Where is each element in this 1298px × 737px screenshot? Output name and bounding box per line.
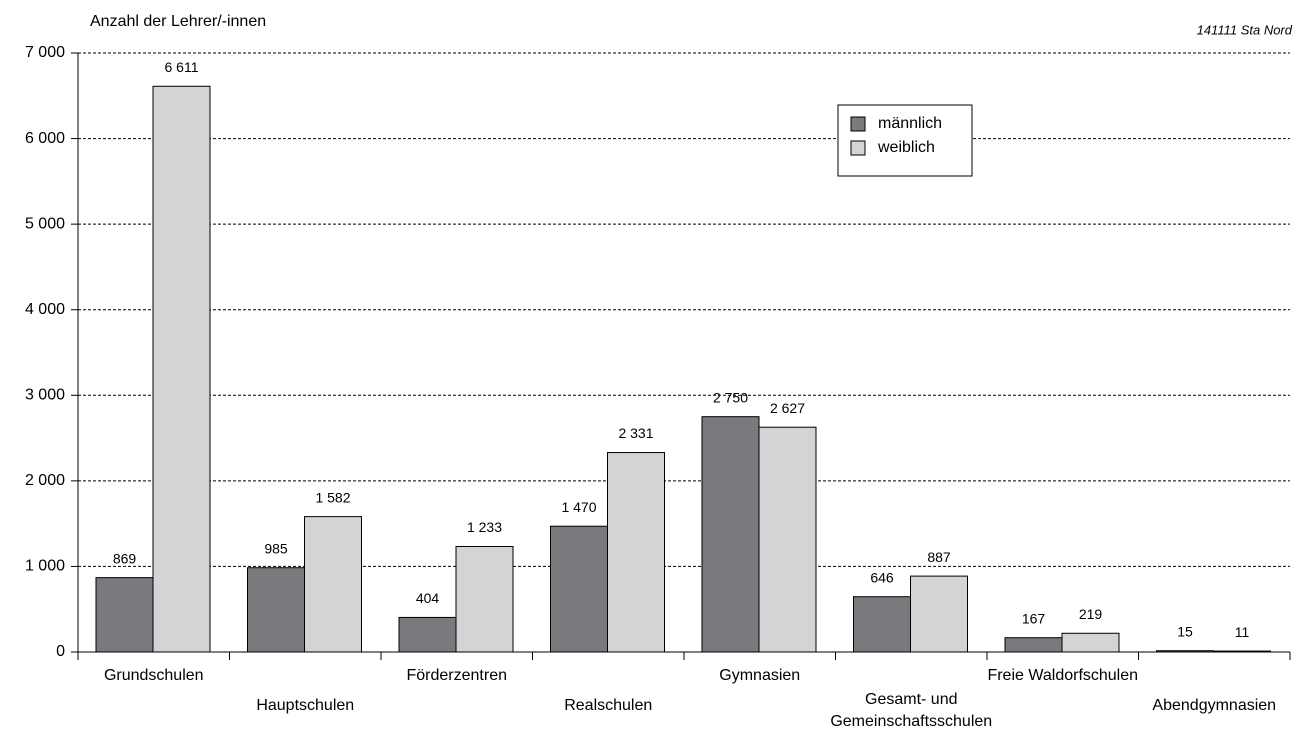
x-tick-label: Hauptschulen bbox=[256, 697, 354, 714]
legend-label: weiblich bbox=[877, 139, 935, 156]
value-label: 2 627 bbox=[770, 400, 805, 416]
y-axis-label: Anzahl der Lehrer/-innen bbox=[90, 13, 266, 30]
x-tick-label: Abendgymnasien bbox=[1152, 697, 1276, 714]
bar bbox=[247, 567, 305, 653]
value-label: 646 bbox=[870, 569, 894, 585]
bar bbox=[1004, 637, 1063, 653]
bar bbox=[550, 525, 608, 653]
source: 141111 Sta Nord bbox=[1197, 22, 1293, 37]
y-tick-label: 3 000 bbox=[25, 387, 65, 404]
value-label: 985 bbox=[264, 540, 288, 556]
x-tick-label: Gymnasien bbox=[719, 667, 800, 684]
y-tick-label: 1 000 bbox=[25, 558, 65, 575]
value-label: 1 233 bbox=[467, 519, 502, 535]
value-label: 2 331 bbox=[618, 425, 653, 441]
x-tick-label: Gesamt- und Gemeinschaftsschulen bbox=[830, 691, 992, 730]
y-tick-label: 7 000 bbox=[25, 44, 65, 61]
bar bbox=[95, 577, 154, 653]
x-tick-label: Freie Waldorfschulen bbox=[987, 667, 1138, 684]
value-label: 1 582 bbox=[315, 489, 350, 505]
value-label: 167 bbox=[1022, 610, 1046, 626]
value-label: 6 611 bbox=[165, 59, 199, 75]
bar bbox=[758, 426, 817, 653]
bar bbox=[304, 516, 362, 653]
value-label: 15 bbox=[1177, 623, 1193, 639]
legend-swatch bbox=[850, 116, 866, 132]
y-tick-label: 2 000 bbox=[25, 472, 65, 489]
bar bbox=[398, 616, 457, 653]
y-tick-label: 6 000 bbox=[25, 130, 65, 147]
bar bbox=[152, 85, 211, 653]
x-tick-label: Förderzentren bbox=[407, 667, 508, 684]
bar bbox=[455, 545, 514, 653]
value-label: 404 bbox=[416, 590, 440, 606]
y-tick-label: 4 000 bbox=[25, 301, 65, 318]
value-label: 2 750 bbox=[713, 389, 748, 405]
legend-swatch bbox=[850, 140, 866, 156]
y-tick-label: 0 bbox=[56, 643, 65, 660]
bar bbox=[701, 416, 760, 653]
value-label: 219 bbox=[1079, 606, 1103, 622]
x-tick-label: Grundschulen bbox=[104, 667, 204, 684]
value-label: 869 bbox=[113, 550, 137, 566]
value-label: 1 470 bbox=[561, 499, 596, 515]
value-label: 887 bbox=[927, 549, 951, 565]
value-label: 11 bbox=[1235, 624, 1250, 640]
bar bbox=[910, 575, 968, 653]
x-tick-label: Realschulen bbox=[564, 697, 652, 714]
y-tick-label: 5 000 bbox=[25, 215, 65, 232]
bar bbox=[1061, 632, 1120, 653]
legend-label: männlich bbox=[878, 115, 942, 132]
bar bbox=[607, 452, 665, 653]
bar bbox=[853, 596, 911, 653]
